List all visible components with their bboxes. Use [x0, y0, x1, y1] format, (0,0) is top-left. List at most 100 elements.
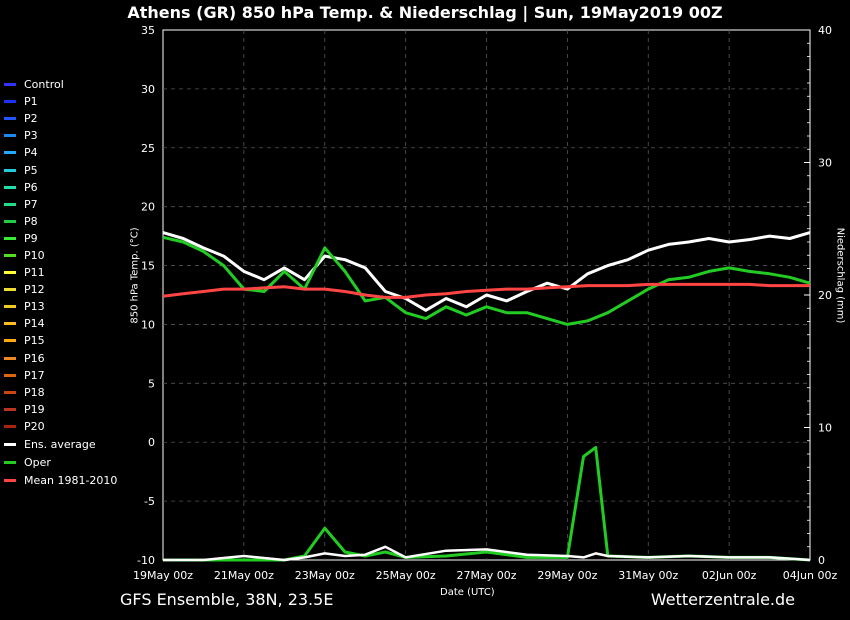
legend-item: P13 — [4, 298, 129, 315]
legend-swatch — [4, 134, 16, 138]
legend-item: P12 — [4, 281, 129, 298]
legend-label: P8 — [24, 214, 38, 228]
legend-item: P20 — [4, 418, 129, 435]
legend-item: P10 — [4, 247, 129, 264]
legend-item: P2 — [4, 110, 129, 127]
legend-item: P1 — [4, 93, 129, 110]
x-tick-label: 21May 00z — [214, 569, 274, 582]
legend-item: Ens. average — [4, 436, 129, 453]
y-tick-label: 35 — [141, 24, 155, 37]
legend-swatch — [4, 288, 16, 292]
legend-swatch — [4, 322, 16, 326]
legend-label: P9 — [24, 231, 38, 245]
legend-label: Control — [24, 78, 64, 92]
legend-swatch — [4, 479, 16, 483]
legend-item: P4 — [4, 144, 129, 161]
legend-label: P5 — [24, 163, 38, 177]
legend-item: Mean 1981-2010 — [4, 472, 129, 489]
y2-tick-label: 10 — [818, 422, 832, 435]
legend-item: P9 — [4, 230, 129, 247]
legend-item: P15 — [4, 332, 129, 349]
footer-site-name: Wetterzentrale.de — [650, 590, 795, 609]
legend-item: P5 — [4, 161, 129, 178]
y2-axis-label: Niederschlag (mm) — [834, 227, 846, 324]
legend-label: P13 — [24, 300, 45, 314]
legend-item: P14 — [4, 315, 129, 332]
y-tick-label: 15 — [141, 260, 155, 273]
x-axis-label: Date (UTC) — [440, 587, 495, 598]
legend-label: P2 — [24, 112, 38, 126]
legend-swatch — [4, 390, 16, 394]
legend-label: Oper — [24, 456, 51, 470]
x-tick-label: 29May 00z — [537, 569, 597, 582]
legend: Control P1 P2 P3 P4 P5 P6 P7 P8 P9 P10 P11 P12 P13 P14… — [4, 76, 129, 489]
x-tick-label: 02Jun 00z — [702, 569, 757, 582]
legend-label: P12 — [24, 283, 45, 297]
y-tick-label: 10 — [141, 318, 155, 331]
legend-swatch — [4, 271, 16, 275]
legend-swatch — [4, 100, 16, 104]
legend-label: P11 — [24, 266, 45, 280]
legend-label: P6 — [24, 180, 38, 194]
chart-title: Athens (GR) 850 hPa Temp. & Niederschlag… — [127, 3, 723, 22]
series-line-oper — [162, 235, 811, 326]
y-tick-label: 5 — [148, 377, 155, 390]
y2-tick-label: 40 — [818, 24, 832, 37]
legend-item: P19 — [4, 401, 129, 418]
legend-swatch — [4, 356, 16, 360]
legend-label: P4 — [24, 146, 38, 160]
legend-swatch — [4, 117, 16, 121]
x-tick-label: 04Jun 00z — [783, 569, 838, 582]
legend-swatch — [4, 151, 16, 155]
legend-item: P17 — [4, 367, 129, 384]
legend-swatch — [4, 168, 16, 172]
legend-swatch — [4, 443, 16, 447]
legend-swatch — [4, 339, 16, 343]
x-tick-label: 25May 00z — [376, 569, 436, 582]
y-tick-label: -10 — [137, 554, 155, 567]
legend-swatch — [4, 185, 16, 189]
legend-label: P17 — [24, 368, 45, 382]
legend-item: Control — [4, 76, 129, 93]
legend-swatch — [4, 219, 16, 223]
y2-tick-label: 0 — [818, 554, 825, 567]
series-line-ens-average — [162, 231, 811, 312]
legend-item: P11 — [4, 264, 129, 281]
legend-item: P8 — [4, 213, 129, 230]
legend-label: P10 — [24, 248, 45, 262]
legend-label: P20 — [24, 419, 45, 433]
legend-swatch — [4, 373, 16, 377]
legend-label: P3 — [24, 129, 38, 143]
legend-item: P7 — [4, 196, 129, 213]
legend-label: P14 — [24, 317, 45, 331]
y-tick-label: 25 — [141, 142, 155, 155]
y-tick-label: 30 — [141, 83, 155, 96]
legend-swatch — [4, 236, 16, 240]
legend-swatch — [4, 202, 16, 206]
legend-label: P19 — [24, 402, 45, 416]
series-line-mean-1981-2010 — [162, 282, 810, 299]
x-tick-label: 31May 00z — [618, 569, 678, 582]
legend-label: P7 — [24, 197, 38, 211]
legend-swatch — [4, 305, 16, 309]
y-tick-label: -5 — [144, 495, 155, 508]
legend-label: P15 — [24, 334, 45, 348]
y-axis-label: 850 hPa Temp. (°C) — [129, 227, 141, 324]
legend-item: P16 — [4, 350, 129, 367]
legend-swatch — [4, 407, 16, 411]
legend-swatch — [4, 253, 16, 257]
series-line-precip-ens-average — [163, 545, 811, 562]
legend-label: P1 — [24, 95, 38, 109]
x-tick-label: 27May 00z — [456, 569, 516, 582]
legend-label: P18 — [24, 385, 45, 399]
y-tick-label: 0 — [148, 436, 155, 449]
legend-swatch — [4, 83, 16, 87]
legend-item: P3 — [4, 127, 129, 144]
legend-item: Oper — [4, 454, 129, 471]
y2-tick-label: 20 — [818, 289, 832, 302]
legend-swatch — [4, 461, 16, 465]
y2-tick-label: 30 — [818, 157, 832, 170]
legend-label: Ens. average — [24, 438, 96, 452]
legend-item: P6 — [4, 179, 129, 196]
